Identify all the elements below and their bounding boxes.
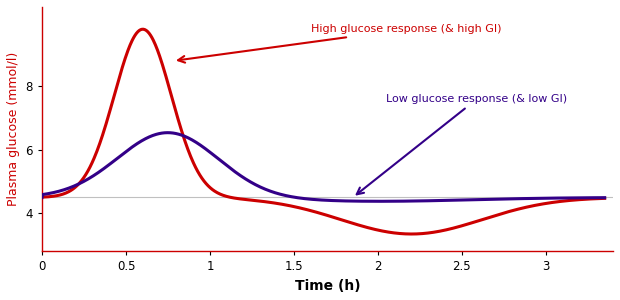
Y-axis label: Plasma glucose (mmol/l): Plasma glucose (mmol/l)	[7, 52, 20, 206]
X-axis label: Time (h): Time (h)	[294, 279, 360, 293]
Text: Low glucose response (& low GI): Low glucose response (& low GI)	[356, 94, 567, 194]
Text: High glucose response (& high GI): High glucose response (& high GI)	[178, 24, 501, 63]
